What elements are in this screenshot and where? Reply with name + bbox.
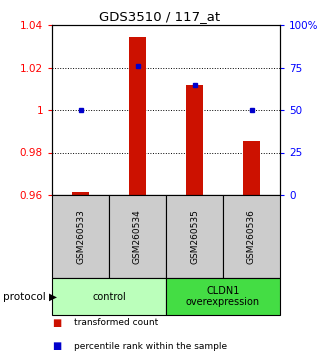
Text: GSM260536: GSM260536	[247, 209, 256, 264]
Bar	[129, 37, 146, 195]
Text: ■: ■	[52, 318, 61, 328]
Text: GSM260533: GSM260533	[76, 209, 85, 264]
Text: control: control	[92, 291, 126, 302]
Text: protocol ▶: protocol ▶	[3, 291, 57, 302]
Text: percentile rank within the sample: percentile rank within the sample	[75, 342, 228, 351]
Bar	[243, 141, 260, 195]
Bar	[186, 85, 203, 195]
Text: GSM260534: GSM260534	[133, 209, 142, 264]
Text: CLDN1
overexpression: CLDN1 overexpression	[186, 286, 260, 307]
Bar	[223, 195, 280, 278]
Text: GSM260535: GSM260535	[190, 209, 199, 264]
Bar	[52, 195, 109, 278]
Text: ■: ■	[52, 341, 61, 351]
Bar	[166, 195, 223, 278]
Text: transformed count: transformed count	[75, 318, 159, 327]
Bar	[166, 278, 280, 315]
Text: GDS3510 / 117_at: GDS3510 / 117_at	[100, 10, 220, 23]
Bar	[109, 195, 166, 278]
Bar	[72, 193, 89, 195]
Bar	[52, 278, 166, 315]
